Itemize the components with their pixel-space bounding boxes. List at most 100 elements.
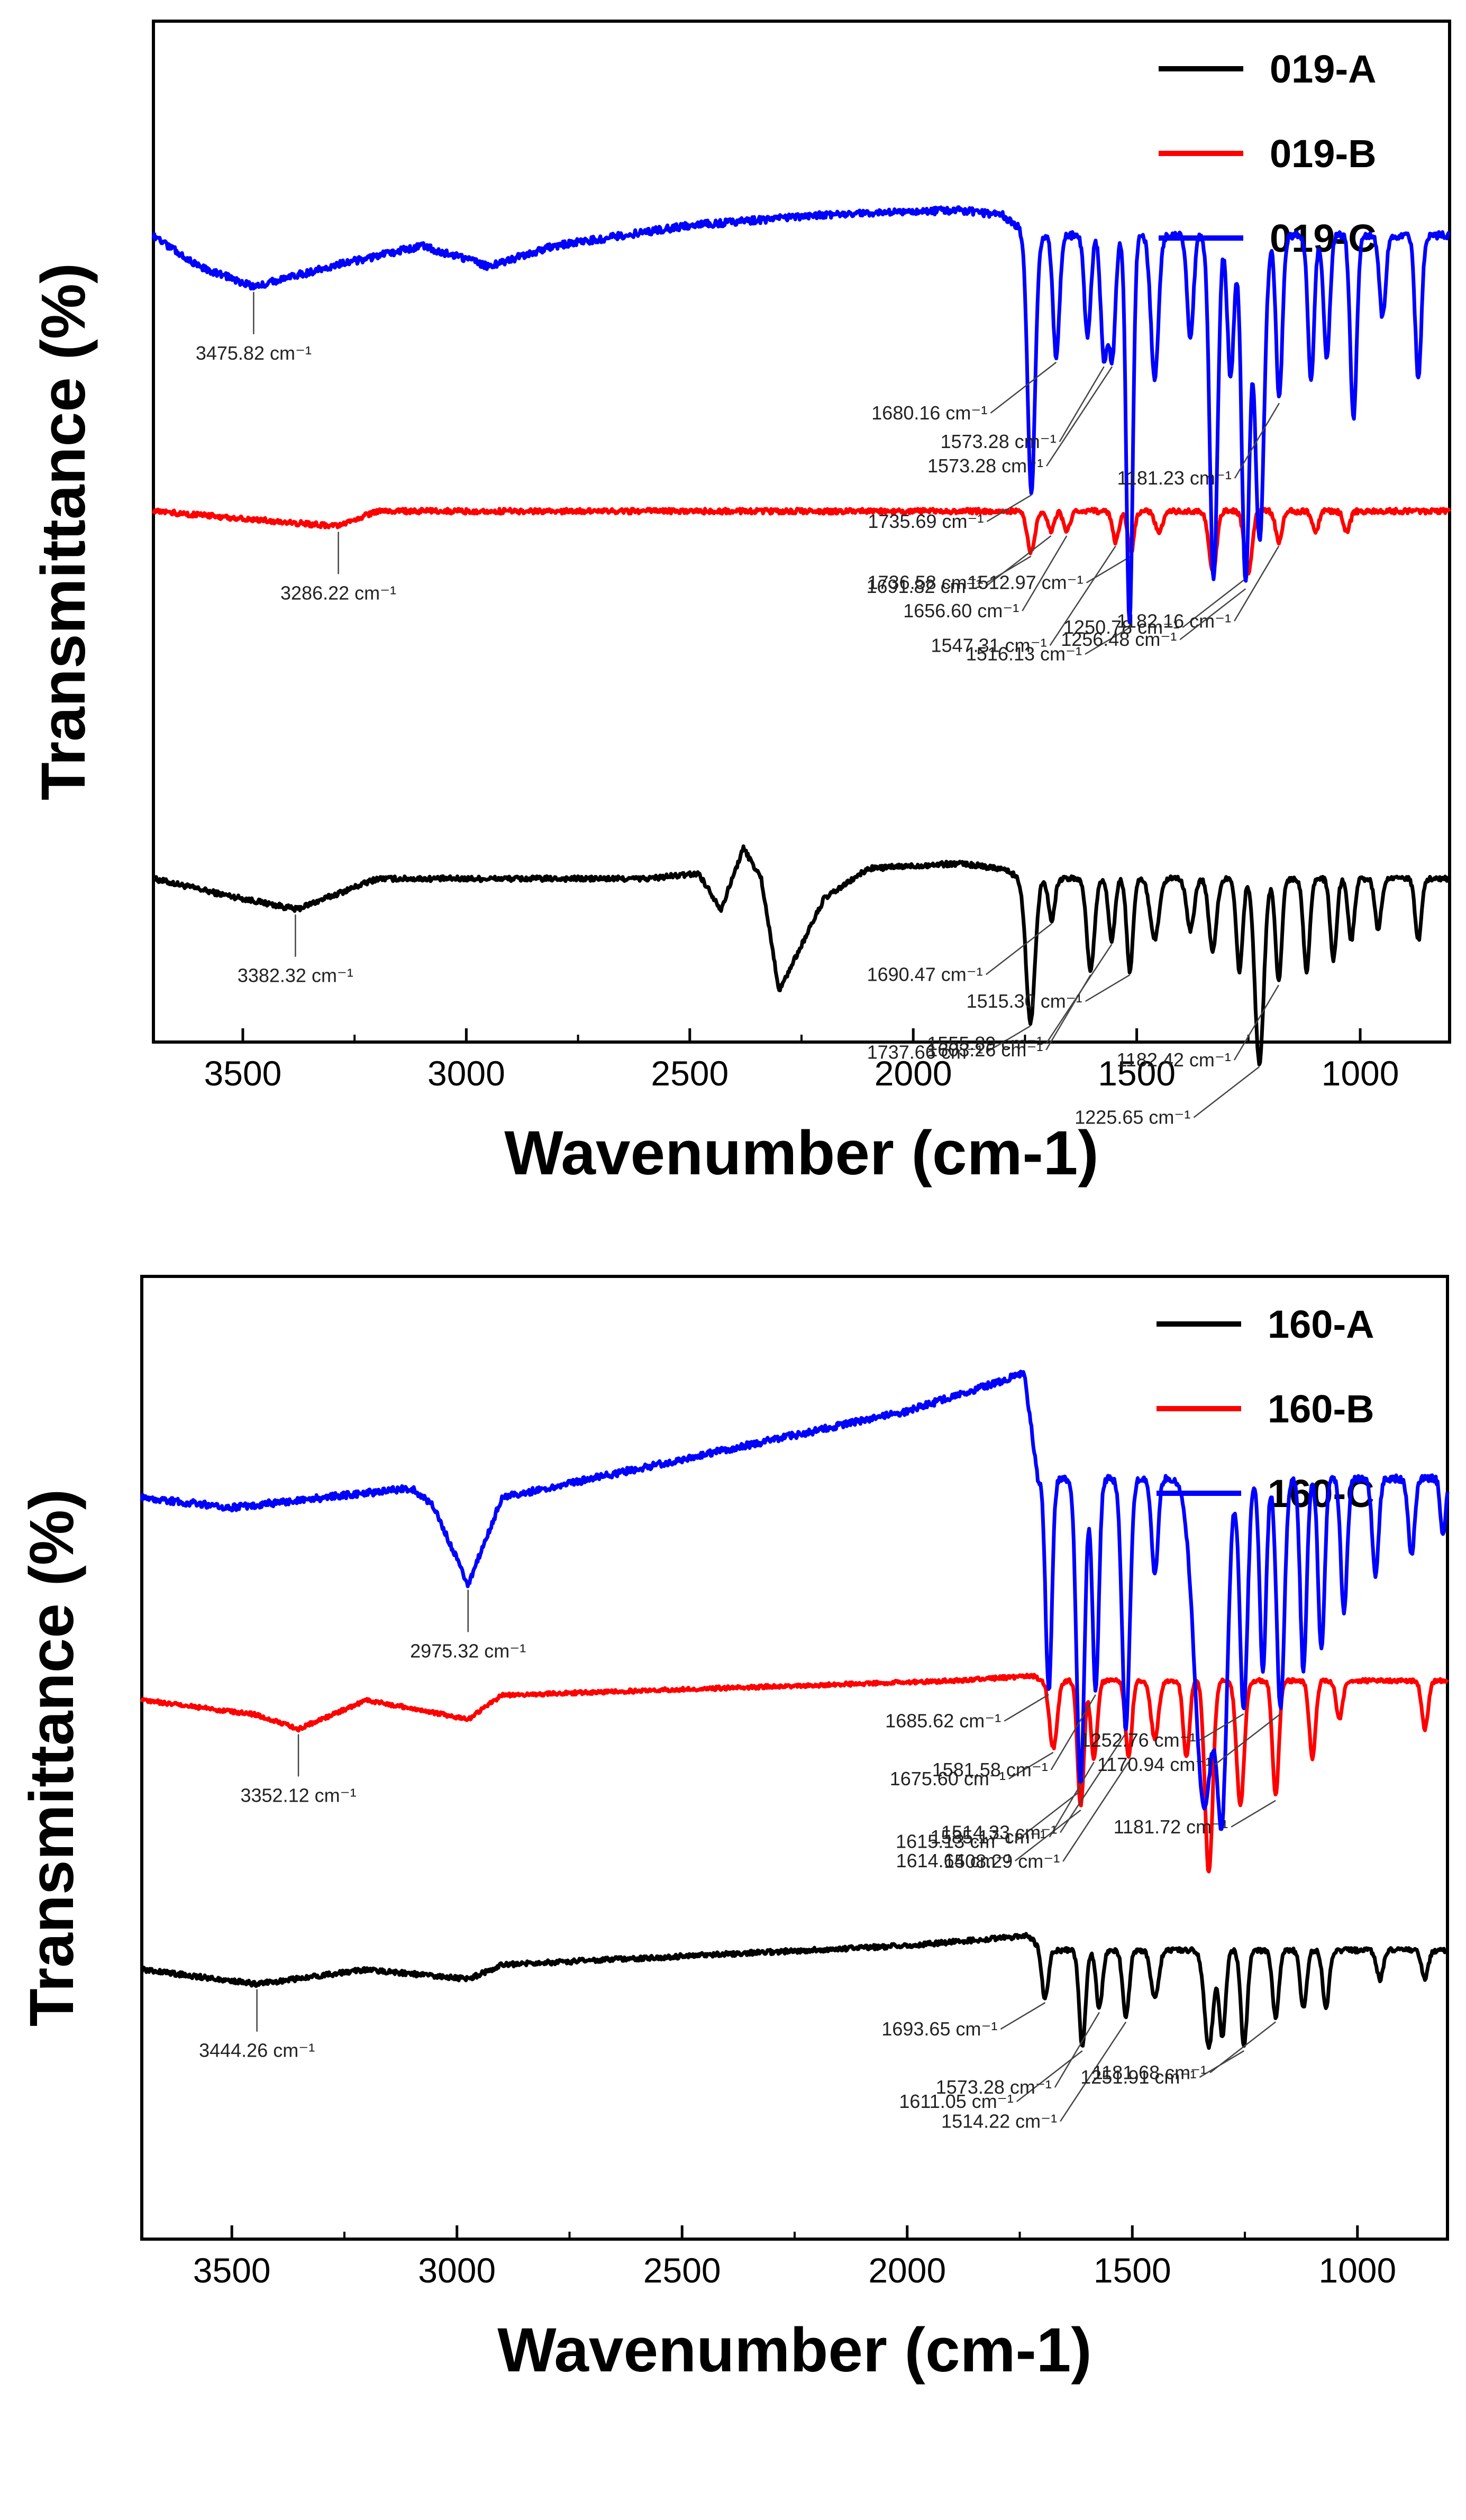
peak-leader-line: [1046, 366, 1113, 467]
peak-leader-line: [1054, 2012, 1100, 2088]
peak-label: 1573.28 cm⁻¹: [936, 2076, 1052, 2098]
peak-label: 1512.97 cm⁻¹: [968, 572, 1083, 594]
peak-label: 1514.33 cm⁻¹: [941, 1821, 1057, 1843]
peak-leader-line: [1059, 366, 1105, 442]
peak-label: 1573.28 cm⁻¹: [927, 455, 1043, 477]
x-tick-label: 3000: [418, 2251, 496, 2290]
peak-label: 1182.42 cm⁻¹: [1116, 1049, 1231, 1071]
plot-frame: [140, 1275, 1449, 2241]
peak-leader-line: [1049, 545, 1116, 646]
peak-label: 1225.65 cm⁻¹: [1075, 1107, 1190, 1128]
peak-leader-line: [1008, 1751, 1054, 1779]
peak-leader-line: [1193, 1066, 1260, 1118]
peak-label: 3475.82 cm⁻¹: [196, 342, 312, 364]
peak-label: 1615.13 cm⁻¹: [896, 1831, 1012, 1852]
peak-label: 1256.48 cm⁻¹: [1061, 628, 1177, 650]
peak-leader-line: [1209, 2021, 1276, 2074]
peak-leader-line: [1233, 984, 1279, 1061]
legend-label-160-B: 160-B: [1268, 1387, 1374, 1431]
series-line-019-C: [151, 205, 1451, 625]
series-line-019-A: [152, 844, 1451, 1066]
peak-label: 1675.60 cm⁻¹: [890, 1768, 1006, 1789]
y-axis-label: Transmittance (%): [17, 1489, 87, 2026]
x-tick-label: 2500: [643, 2251, 721, 2290]
peak-leader-line: [1234, 545, 1280, 622]
x-tick-label: 2500: [651, 1054, 729, 1093]
series-line-160-A: [140, 1932, 1449, 2050]
peak-leader-line: [1214, 1713, 1281, 1765]
peak-leader-line: [1022, 535, 1068, 611]
peak-leader-line: [1085, 974, 1131, 1002]
peak-label: 1680.16 cm⁻¹: [871, 402, 987, 424]
x-tick-label: 3500: [193, 2251, 271, 2290]
x-tick-label: 1500: [1094, 2251, 1171, 2290]
peak-label: 1614.64 cm⁻¹: [896, 1850, 1012, 1871]
peak-leader-line: [1050, 1694, 1096, 1770]
peak-label: 1555.89 cm⁻¹: [927, 1033, 1043, 1054]
peak-label: 1182.16 cm⁻¹: [1117, 610, 1231, 632]
chart-panel-2: 3500 3000 2500 2000 1500 1000 Wavenumber (cm-1…: [17, 1275, 1450, 2385]
peak-label: 1250.78 cm⁻¹: [1063, 616, 1179, 638]
peak-leader-line: [985, 535, 1052, 587]
peak-leader-line: [1182, 576, 1249, 628]
peak-label: 1611.05 cm⁻¹: [899, 2090, 1013, 2112]
series-line-160-B: [140, 1673, 1449, 1874]
peak-label: 2975.32 cm⁻¹: [410, 1640, 526, 1661]
peak-label: 1516.13 cm⁻¹: [966, 643, 1082, 665]
series-line-160-C: [140, 1369, 1450, 1831]
peak-leader-line: [1179, 588, 1246, 641]
peak-leader-line: [990, 361, 1057, 414]
peak-label: 1737.66 cm⁻¹: [867, 1041, 983, 1063]
chart-panel-1: 3500 3000 2500 2000 1500 1000 Wavenumber (cm-1…: [29, 20, 1452, 1188]
peak-label: 1251.91 cm⁻¹: [1080, 2066, 1196, 2088]
peak-label: 1603.26 cm⁻¹: [927, 1039, 1043, 1061]
peak-label: 1508.29 cm⁻¹: [944, 1850, 1060, 1872]
peak-label: 1691.82 cm⁻¹: [866, 576, 982, 597]
peak-label: 1685.62 cm⁻¹: [885, 1710, 1001, 1732]
peak-leader-line: [986, 555, 1032, 583]
peak-label: 1181.23 cm⁻¹: [1117, 467, 1231, 489]
peak-leader-line: [1231, 1800, 1276, 1828]
x-tick-label: 2000: [875, 1054, 952, 1093]
x-axis-label: Wavenumber (cm-1): [497, 2315, 1091, 2385]
series-line-019-B: [151, 507, 1452, 576]
peak-label: 1252.76 cm⁻¹: [1080, 1729, 1196, 1751]
legend-label-160-A: 160-A: [1268, 1302, 1374, 1346]
peak-label: 1181.72 cm⁻¹: [1114, 1816, 1228, 1838]
peak-leader-line: [1000, 2002, 1046, 2030]
y-axis-label: Transmittance (%): [29, 263, 98, 800]
peak-leader-line: [1234, 403, 1280, 479]
peak-leader-line: [1045, 944, 1113, 1044]
legend-label-019-B: 019-B: [1270, 132, 1377, 176]
peak-label: 1170.94 cm⁻¹: [1097, 1754, 1212, 1775]
peak-label: 1515.30 cm⁻¹: [967, 990, 1082, 1012]
peak-label: 1736.58 cm⁻¹: [868, 572, 984, 594]
peak-leader-line: [986, 1025, 1031, 1053]
peak-label: 1547.31 cm⁻¹: [931, 634, 1047, 656]
peak-label: 3444.26 cm⁻¹: [199, 2040, 315, 2061]
x-tick-label: 1000: [1318, 2251, 1396, 2290]
peak-label: 1735.69 cm⁻¹: [868, 510, 984, 532]
x-tick-label: 3500: [204, 1054, 282, 1093]
x-tick-label: 1000: [1322, 1054, 1399, 1093]
peak-leader-line: [1014, 1790, 1081, 1842]
peak-label: 1573.28 cm⁻¹: [941, 431, 1057, 452]
peak-label: 1693.65 cm⁻¹: [881, 2018, 997, 2040]
peak-leader-line: [1004, 1694, 1049, 1722]
x-tick-label: 2000: [868, 2251, 946, 2290]
legend-label-019-A: 019-A: [1270, 47, 1377, 91]
peak-leader-line: [986, 494, 1032, 522]
peak-label: 3352.12 cm⁻¹: [240, 1784, 356, 1806]
peak-label: 1181.68 cm⁻¹: [1092, 2061, 1207, 2083]
peak-leader-line: [1199, 1713, 1244, 1741]
peak-leader-line: [1085, 627, 1130, 655]
x-tick-label: 3000: [427, 1054, 505, 1093]
peak-leader-line: [1060, 1732, 1127, 1833]
x-tick-label: 1500: [1098, 1054, 1176, 1093]
x-axis-label: Wavenumber (cm-1): [504, 1118, 1098, 1188]
peak-label: 1514.22 cm⁻¹: [941, 2110, 1057, 2132]
peak-label: 1581.58 cm⁻¹: [932, 1759, 1048, 1781]
peak-leader-line: [985, 923, 1052, 975]
peak-label: 3286.22 cm⁻¹: [280, 582, 396, 604]
